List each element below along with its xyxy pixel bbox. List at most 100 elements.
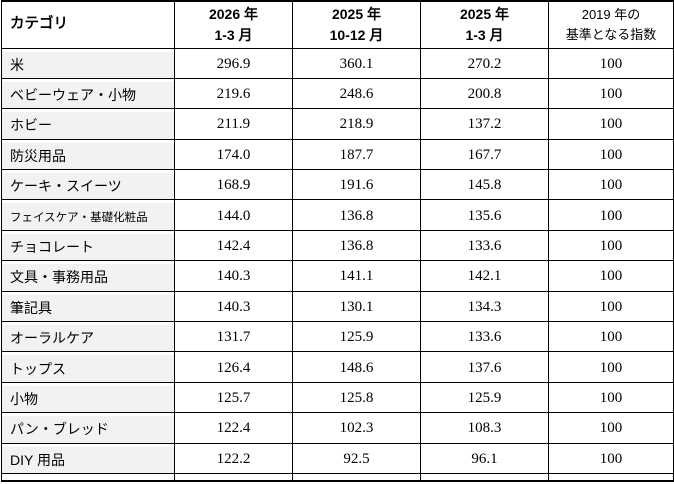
value-2025-q4-cell: 187.7 — [292, 138, 421, 171]
value-2026-q1-cell: 122.2 — [174, 442, 293, 474]
table-row: ベビーウェア・小物 219.6 248.6 200.8 100 — [1, 77, 674, 110]
value-baseline-cell: 100 — [548, 351, 674, 383]
column-header-2025-q4: 2025 年 10-12 月 — [292, 0, 421, 49]
cutoff-value-cell — [548, 472, 674, 482]
table-row: DIY 用品 122.2 92.5 96.1 100 — [1, 442, 674, 474]
value-2025-q4-cell: 148.6 — [292, 351, 421, 383]
value-2026-q1-cell: 140.3 — [174, 260, 293, 292]
category-cell: トップス — [1, 351, 175, 383]
value-2025-q4-cell: 218.9 — [292, 108, 421, 140]
value-2025-q1-cell: 135.6 — [420, 199, 549, 231]
table-row: 米 296.9 360.1 270.2 100 — [1, 47, 674, 79]
cutoff-value-cell — [292, 472, 421, 482]
value-2026-q1-cell: 144.0 — [174, 199, 293, 231]
table-row: パン・ブレッド 122.4 102.3 108.3 100 — [1, 412, 674, 444]
cutoff-value-cell — [174, 472, 293, 482]
value-baseline-cell: 100 — [548, 47, 674, 79]
category-cell: 米 — [1, 47, 175, 79]
value-2026-q1-cell: 122.4 — [174, 412, 293, 444]
value-2025-q4-cell: 136.8 — [292, 229, 421, 262]
value-baseline-cell: 100 — [548, 321, 674, 353]
value-2025-q4-cell: 125.9 — [292, 321, 421, 353]
category-cell: ケーキ・スイーツ — [1, 169, 175, 201]
header-line2: 1-3 月 — [465, 26, 504, 43]
column-header-2025-q1: 2025 年 1-3 月 — [420, 0, 549, 49]
value-2026-q1-cell: 296.9 — [174, 47, 293, 79]
table-row: フェイスケア・基礎化粧品 144.0 136.8 135.6 100 — [1, 199, 674, 231]
header-line1: 2025 年 — [459, 5, 510, 22]
category-cell: 小物 — [1, 381, 175, 414]
value-2026-q1-cell: 219.6 — [174, 77, 293, 110]
category-cell: ベビーウェア・小物 — [1, 77, 175, 110]
column-header-2019-baseline: 2019 年の 基準となる指数 — [548, 0, 674, 49]
value-2025-q4-cell: 125.8 — [292, 381, 421, 414]
header-line2: 基準となる指数 — [565, 26, 657, 42]
value-2025-q4-cell: 130.1 — [292, 290, 421, 323]
cutoff-value-cell — [420, 472, 549, 482]
value-2026-q1-cell: 211.9 — [174, 108, 293, 140]
header-line2: 10-12 月 — [329, 26, 384, 43]
header-line1: 2025 年 — [331, 5, 382, 22]
value-baseline-cell: 100 — [548, 381, 674, 414]
value-2025-q4-cell: 92.5 — [292, 442, 421, 474]
value-baseline-cell: 100 — [548, 108, 674, 140]
table-row: オーラルケア 131.7 125.9 133.6 100 — [1, 321, 674, 353]
table-row: トップス 126.4 148.6 137.6 100 — [1, 351, 674, 383]
value-2025-q4-cell: 248.6 — [292, 77, 421, 110]
value-baseline-cell: 100 — [548, 442, 674, 474]
value-2026-q1-cell: 174.0 — [174, 138, 293, 171]
value-2026-q1-cell: 125.7 — [174, 381, 293, 414]
value-2025-q1-cell: 134.3 — [420, 290, 549, 323]
header-line1: 2026 年 — [208, 5, 259, 22]
cutoff-next-row — [1, 472, 674, 482]
category-cell: パン・ブレッド — [1, 412, 175, 444]
header-line2: 1-3 月 — [214, 26, 253, 43]
value-baseline-cell: 100 — [548, 412, 674, 444]
value-baseline-cell: 100 — [548, 138, 674, 171]
value-2025-q1-cell: 270.2 — [420, 47, 549, 79]
value-2025-q1-cell: 137.2 — [420, 108, 549, 140]
column-header-2026-q1: 2026 年 1-3 月 — [174, 0, 293, 49]
category-cell: 筆記具 — [1, 290, 175, 323]
value-2025-q1-cell: 200.8 — [420, 77, 549, 110]
value-2025-q1-cell: 137.6 — [420, 351, 549, 383]
value-2025-q1-cell: 145.8 — [420, 169, 549, 201]
value-2025-q1-cell: 96.1 — [420, 442, 549, 474]
category-cell: DIY 用品 — [1, 442, 175, 474]
value-2025-q4-cell: 191.6 — [292, 169, 421, 201]
value-baseline-cell: 100 — [548, 199, 674, 231]
table-row: ホビー 211.9 218.9 137.2 100 — [1, 108, 674, 140]
value-2025-q1-cell: 108.3 — [420, 412, 549, 444]
table-header: カテゴリ 2026 年 1-3 月 2025 年 10-12 月 2025 年 … — [1, 0, 674, 49]
value-2025-q4-cell: 141.1 — [292, 260, 421, 292]
value-2026-q1-cell: 140.3 — [174, 290, 293, 323]
value-baseline-cell: 100 — [548, 290, 674, 323]
header-row: カテゴリ 2026 年 1-3 月 2025 年 10-12 月 2025 年 … — [1, 0, 674, 49]
category-cell: 文具・事務用品 — [1, 260, 175, 292]
category-cell: ホビー — [1, 108, 175, 140]
category-cell: オーラルケア — [1, 321, 175, 353]
value-2025-q4-cell: 102.3 — [292, 412, 421, 444]
value-baseline-cell: 100 — [548, 169, 674, 201]
value-baseline-cell: 100 — [548, 77, 674, 110]
value-2025-q1-cell: 142.1 — [420, 260, 549, 292]
value-2025-q1-cell: 133.6 — [420, 229, 549, 262]
table-row: 小物 125.7 125.8 125.9 100 — [1, 381, 674, 414]
value-2026-q1-cell: 142.4 — [174, 229, 293, 262]
value-2025-q4-cell: 360.1 — [292, 47, 421, 79]
table-body: 米 296.9 360.1 270.2 100 ベビーウェア・小物 219.6 … — [1, 47, 674, 482]
value-2025-q1-cell: 167.7 — [420, 138, 549, 171]
value-2026-q1-cell: 168.9 — [174, 169, 293, 201]
category-cell: フェイスケア・基礎化粧品 — [1, 199, 175, 231]
column-header-category: カテゴリ — [1, 0, 175, 49]
table-row: 文具・事務用品 140.3 141.1 142.1 100 — [1, 260, 674, 292]
value-2025-q4-cell: 136.8 — [292, 199, 421, 231]
value-2025-q1-cell: 125.9 — [420, 381, 549, 414]
value-baseline-cell: 100 — [548, 229, 674, 262]
category-cell: チョコレート — [1, 229, 175, 262]
table-row: 筆記具 140.3 130.1 134.3 100 — [1, 290, 674, 323]
column-header-category-label: カテゴリ — [10, 15, 68, 32]
cutoff-category-cell — [1, 472, 175, 482]
